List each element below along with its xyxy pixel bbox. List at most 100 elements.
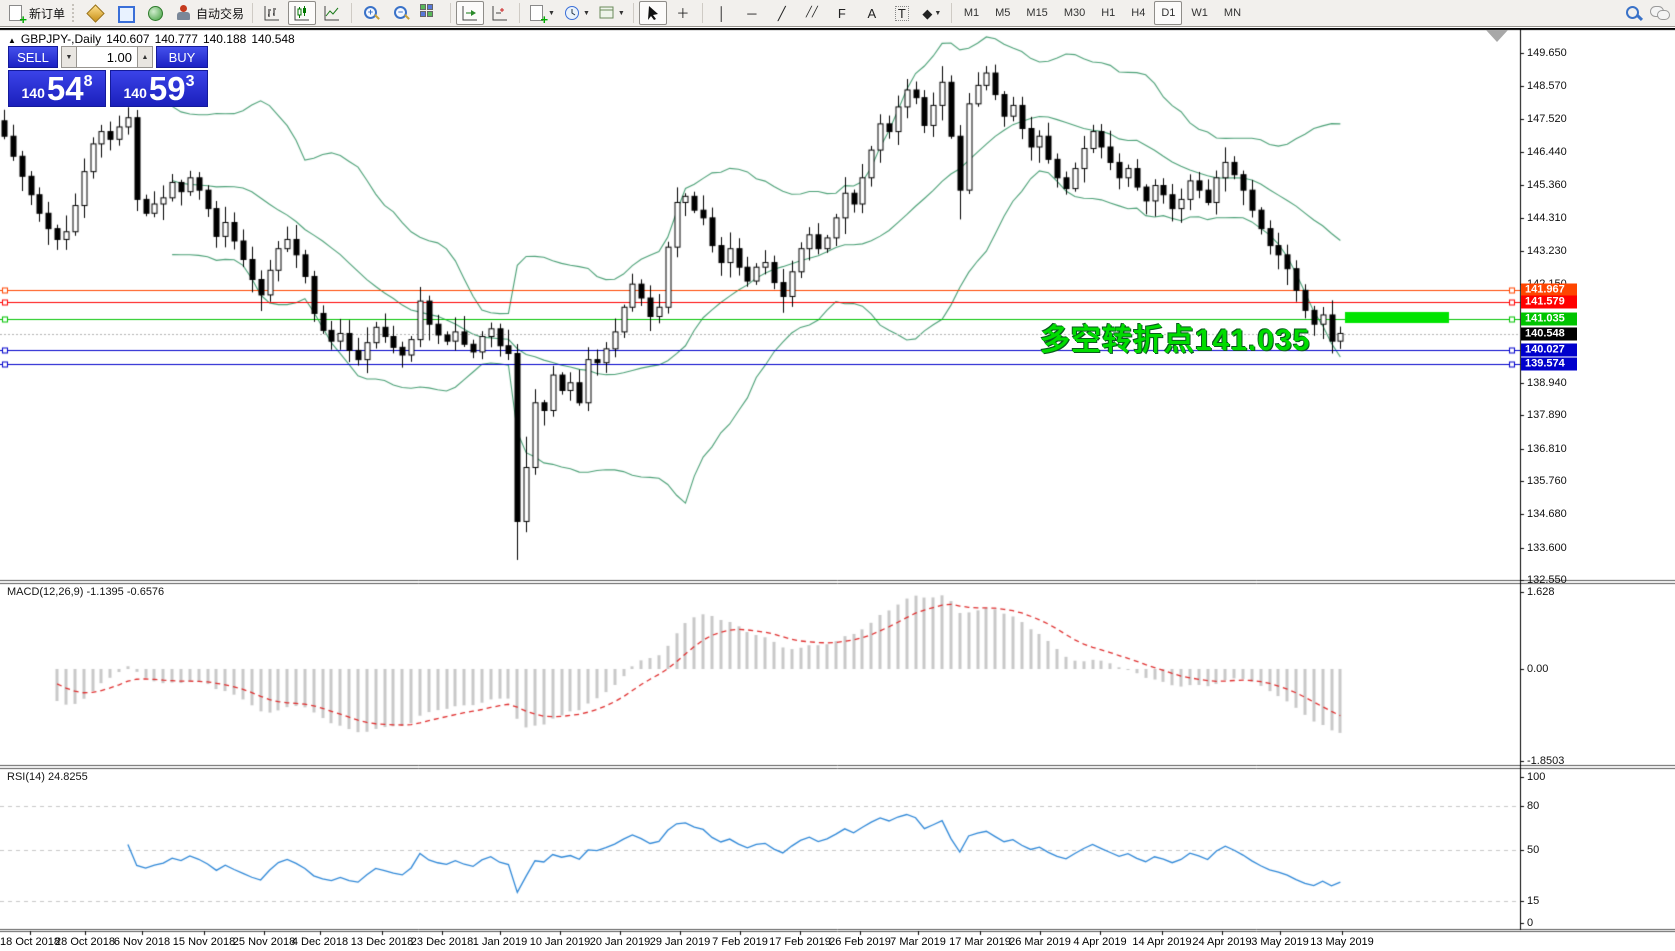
- one-click-trading-panel: SELL ▼ 1.00 ▲ BUY 140 54 8 140 59 3: [8, 46, 208, 107]
- market-watch-button[interactable]: [111, 1, 139, 25]
- volume-decrease-button[interactable]: ▼: [61, 46, 77, 68]
- timeframe-h4[interactable]: H4: [1124, 1, 1152, 25]
- templates-icon: [599, 6, 614, 19]
- bar-chart-button[interactable]: [258, 1, 286, 25]
- cursor-tool-button[interactable]: [638, 1, 667, 25]
- rsi-tick-label: 0: [1527, 917, 1534, 929]
- timeframe-label: MN: [1223, 7, 1242, 19]
- rsi-tick-label: 80: [1527, 800, 1540, 812]
- indicators-button[interactable]: [81, 1, 109, 25]
- toolbar-separator: [252, 3, 254, 23]
- volume-increase-button[interactable]: ▲: [137, 46, 153, 68]
- buy-price-box[interactable]: 140 59 3: [110, 70, 208, 107]
- timeframe-m15[interactable]: M15: [1019, 1, 1054, 25]
- profiles-dropdown[interactable]: ▼: [560, 1, 593, 25]
- buy-price-major: 140: [123, 85, 147, 101]
- new-order-button[interactable]: + 新订单: [4, 1, 68, 26]
- auto-scroll-button[interactable]: [456, 1, 485, 25]
- timeframe-d1[interactable]: D1: [1154, 1, 1183, 25]
- timeframe-h1[interactable]: H1: [1094, 1, 1122, 25]
- timeframe-m30[interactable]: M30: [1057, 1, 1092, 25]
- navigator-button[interactable]: [141, 1, 169, 25]
- zoom-out-icon: −: [392, 4, 410, 22]
- rsi-label: RSI(14): [7, 771, 45, 783]
- date-tick-label: 7 Mar 2019: [890, 936, 946, 948]
- collapse-arrow-icon[interactable]: ▲: [8, 36, 16, 45]
- shapes-icon: ◆: [922, 5, 933, 21]
- new-chart-icon: +: [528, 4, 548, 26]
- fibonacci-tool[interactable]: F: [828, 1, 856, 25]
- date-tick-label: 24 Apr 2019: [1192, 936, 1252, 948]
- pivot-annotation-text[interactable]: 多空转折点141.035: [1040, 324, 1311, 357]
- line-chart-icon: [324, 6, 340, 21]
- sell-price-major: 140: [21, 85, 45, 101]
- price-tick-label: 143.230: [1527, 244, 1567, 257]
- date-tick-label: 18 Oct 2018: [0, 936, 60, 948]
- auto-trading-button[interactable]: 自动交易: [171, 1, 247, 25]
- volume-stepper: ▼ 1.00 ▲: [61, 46, 153, 68]
- trendline-tool[interactable]: ╱: [768, 1, 796, 25]
- price-tick-label: 145.360: [1527, 179, 1567, 192]
- timeframe-mn[interactable]: MN: [1217, 1, 1248, 25]
- vertical-line-tool[interactable]: │: [708, 1, 736, 25]
- trendline-icon: ╱: [777, 5, 786, 21]
- rsi-tick-label: 100: [1527, 771, 1546, 783]
- chat-icon[interactable]: [1650, 6, 1670, 22]
- price-tick-label: 134.680: [1527, 508, 1567, 521]
- sell-button[interactable]: SELL: [8, 46, 58, 68]
- level-price-label: 141.967: [1521, 283, 1577, 297]
- toolbar-separator: [632, 3, 634, 23]
- volume-input[interactable]: 1.00: [77, 46, 137, 68]
- auto-trading-label: 自动交易: [196, 6, 245, 21]
- date-tick-label: 17 Mar 2019: [949, 936, 1011, 948]
- zoom-in-button[interactable]: +: [357, 1, 385, 25]
- sell-price-box[interactable]: 140 54 8: [8, 70, 106, 107]
- sell-price-pips: 54: [46, 70, 84, 107]
- toolbar-separator: [701, 3, 703, 23]
- tile-windows-button[interactable]: [417, 1, 445, 25]
- date-tick-label: 26 Feb 2019: [829, 936, 891, 948]
- timeframe-m5[interactable]: M5: [988, 1, 1017, 25]
- chart-shift-button[interactable]: [486, 1, 514, 25]
- date-tick-label: 4 Apr 2019: [1073, 936, 1127, 948]
- main-chart-canvas[interactable]: [0, 28, 1675, 951]
- timeframe-m1[interactable]: M1: [957, 1, 986, 25]
- level-price-label: 139.574: [1521, 357, 1577, 371]
- search-icon[interactable]: [1625, 5, 1644, 23]
- timeframe-w1[interactable]: W1: [1184, 1, 1215, 25]
- label-tool[interactable]: T: [888, 1, 916, 25]
- level-price-label: 140.548: [1521, 327, 1577, 340]
- toolbar-separator: [950, 3, 952, 23]
- date-tick-label: 23 Dec 2018: [410, 936, 474, 948]
- date-tick-label: 1 Jan 2019: [472, 936, 528, 948]
- horizontal-line-tool[interactable]: ─: [738, 1, 766, 25]
- shapes-dropdown[interactable]: ◆ ▼: [918, 1, 946, 25]
- crosshair-tool-button[interactable]: ＋: [669, 1, 697, 25]
- zoom-out-button[interactable]: −: [387, 1, 415, 25]
- macd-pane-label: MACD(12,26,9) -1.1395 -0.6576: [7, 586, 164, 598]
- templates-dropdown[interactable]: ▼: [595, 1, 628, 25]
- chevron-down-icon: ▼: [548, 9, 555, 17]
- price-tick-label: 149.650: [1527, 47, 1567, 59]
- vertical-line-icon: │: [717, 5, 726, 21]
- ohlc-close: 140.548: [251, 32, 295, 46]
- ohlc-low: 140.188: [202, 32, 247, 46]
- timeframe-label: W1: [1191, 7, 1208, 19]
- date-tick-label: 29 Jan 2019: [649, 936, 711, 948]
- price-tick-label: 132.550: [1527, 574, 1567, 586]
- chart-shift-marker[interactable]: [1486, 30, 1508, 42]
- timeframe-label: M5: [995, 7, 1011, 19]
- channel-tool[interactable]: ╱╱: [798, 1, 826, 25]
- price-tick-label: 148.570: [1527, 80, 1567, 93]
- line-chart-button[interactable]: [318, 1, 346, 25]
- timeframe-label: D1: [1161, 7, 1176, 19]
- text-tool[interactable]: A: [858, 1, 886, 25]
- macd-value-signal: -0.6576: [126, 586, 165, 598]
- date-tick-label: 6 Nov 2018: [113, 936, 171, 948]
- buy-button[interactable]: BUY: [156, 46, 208, 68]
- new-chart-dropdown[interactable]: + ▼: [525, 1, 558, 26]
- price-tick-label: 146.440: [1527, 145, 1567, 158]
- price-tick-label: 144.310: [1527, 211, 1567, 224]
- bar-chart-icon: [264, 6, 280, 21]
- candlestick-chart-button[interactable]: [288, 1, 317, 25]
